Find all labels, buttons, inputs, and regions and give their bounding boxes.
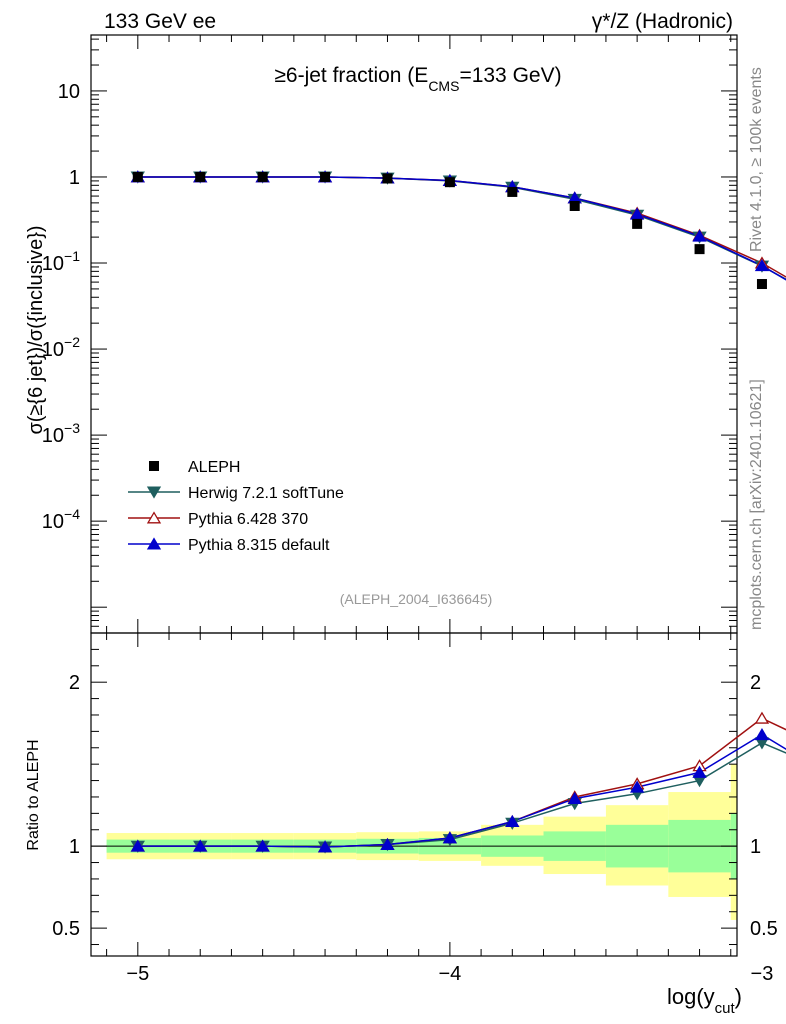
mc-point: [146, 511, 162, 524]
data-point: [195, 171, 206, 182]
y-tick-label: 1: [69, 167, 80, 189]
legend-label: Pythia 6.428 370: [188, 511, 308, 528]
title-post: =133 GeV): [459, 64, 561, 87]
mc-point: [567, 791, 582, 805]
ratio-tick-label-right: 0.5: [750, 918, 778, 940]
y-tick-label: 10−2: [42, 334, 80, 361]
mc-point: [255, 839, 270, 852]
mc-point: [692, 765, 707, 778]
y-tick-label: 10: [58, 81, 80, 103]
mc-point: [754, 727, 770, 741]
x-axis-label: log(ycut): [667, 984, 742, 1017]
x-tick-label: −3: [751, 963, 774, 985]
ratio-tick-label-left: 2: [69, 672, 80, 694]
x-tick-label: −5: [126, 963, 149, 985]
rivet-note: Rivet 4.1.0, ≥ 100k events: [748, 67, 765, 252]
y-tick-label: 10−4: [42, 506, 80, 533]
mcplots-note: mcplots.cern.ch [arXiv:2401.10621]: [748, 379, 765, 630]
data-point: [632, 218, 643, 229]
mc-point: [692, 229, 707, 242]
ratio-plot-frame: −5 −4 −3 0.5 0.5 1 1 2 2: [52, 632, 778, 985]
main-plot-frame: 10−4 10−3 10−2 10−1 1 10: [42, 34, 738, 634]
legend-label: Herwig 7.2.1 softTune: [188, 485, 344, 502]
ratio-tick-label-right: 2: [750, 672, 761, 694]
data-point: [507, 186, 518, 197]
ratio-tick-label-right: 1: [750, 836, 761, 858]
data-point: [694, 244, 705, 255]
xlabel-sub: cut: [715, 1000, 736, 1017]
mc-point: [629, 780, 645, 793]
legend: ALEPH Herwig 7.2.1 softTune Pythia 6.428 3…: [128, 459, 344, 554]
ratio-tick-label-left: 0.5: [52, 918, 80, 940]
x-tick-label: −4: [438, 963, 461, 985]
legend-label: ALEPH: [188, 459, 240, 476]
y-axis-label: σ(≥{6 jet})/σ({inclusive}): [25, 225, 47, 434]
data-point: [132, 171, 143, 182]
xlabel-main: log(y: [667, 984, 715, 1009]
analysis-tag: (ALEPH_2004_I636645): [340, 591, 493, 607]
mc-point: [754, 259, 770, 272]
header-left: 133 GeV ee: [104, 10, 216, 33]
data-point: [257, 171, 268, 182]
mc-point: [146, 486, 162, 499]
ratio-series-layer: [130, 711, 786, 854]
data-point: [149, 461, 159, 471]
series-line: [137, 176, 786, 281]
title-main: ≥6-jet fraction (E: [274, 64, 428, 87]
mc-point: [193, 839, 208, 852]
mc-point: [754, 711, 770, 724]
y-tick-label: 10−3: [42, 420, 80, 447]
ratio-panel-border: [90, 632, 738, 957]
xlabel-post: ): [735, 984, 742, 1009]
chart-title: ≥6-jet fraction (ECMS=133 GeV): [274, 64, 561, 94]
mc-point: [317, 840, 333, 853]
y-tick-label: 10−1: [42, 248, 80, 275]
main-series-layer: [130, 170, 786, 290]
mc-point: [146, 537, 162, 550]
series-line: [137, 176, 786, 281]
data-point: [320, 171, 331, 182]
data-point: [382, 173, 393, 184]
title-sub: CMS: [428, 78, 459, 94]
mc-point: [442, 831, 458, 844]
data-point: [756, 279, 767, 290]
data-point: [444, 177, 455, 188]
data-point: [569, 200, 580, 211]
header-right: γ*/Z (Hadronic): [592, 10, 733, 33]
ratio-tick-label-left: 1: [69, 836, 80, 858]
mc-point: [380, 837, 395, 850]
mc-point: [505, 814, 520, 828]
mc-point: [130, 839, 145, 852]
series-line: [137, 176, 786, 278]
ratio-y-axis-label: Ratio to ALEPH: [25, 739, 42, 850]
legend-label: Pythia 8.315 default: [188, 537, 330, 554]
